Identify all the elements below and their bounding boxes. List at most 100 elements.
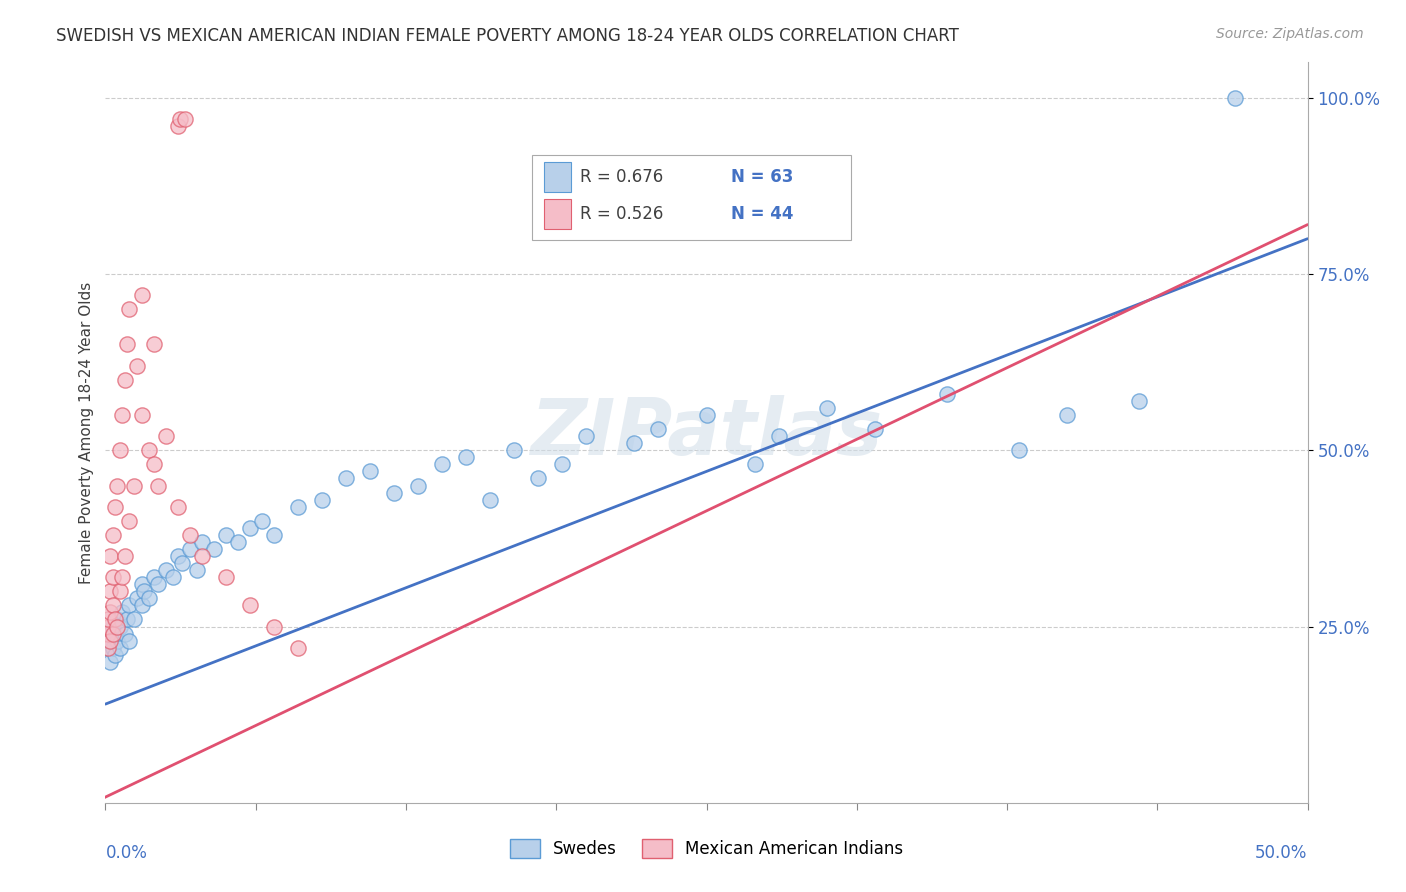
Point: [131, 408, 153, 422]
Point: [132, 584, 155, 599]
Point: [118, 633, 141, 648]
Point: [115, 337, 138, 351]
Point: [104, 626, 127, 640]
Point: [166, 119, 188, 133]
Text: ZIPatlas: ZIPatlas: [530, 394, 883, 471]
Bar: [544, 200, 571, 229]
Point: [148, 478, 170, 492]
Point: [768, 429, 790, 443]
Point: [1056, 408, 1078, 422]
Point: [101, 626, 124, 640]
Point: [166, 500, 188, 514]
Point: [111, 408, 134, 422]
Point: [97, 612, 120, 626]
Point: [456, 450, 478, 465]
Point: [107, 478, 129, 492]
Point: [107, 619, 129, 633]
Point: [98, 633, 121, 648]
Text: SWEDISH VS MEXICAN AMERICAN INDIAN FEMALE POVERTY AMONG 18-24 YEAR OLDS CORRELAT: SWEDISH VS MEXICAN AMERICAN INDIAN FEMAL…: [56, 27, 959, 45]
Point: [173, 112, 195, 126]
Point: [239, 599, 262, 613]
Text: N = 63: N = 63: [731, 169, 793, 186]
Point: [815, 401, 838, 415]
Point: [131, 288, 153, 302]
Point: [430, 458, 453, 472]
Point: [263, 619, 285, 633]
Point: [202, 541, 225, 556]
Point: [190, 549, 212, 563]
Point: [107, 612, 129, 626]
Point: [863, 422, 886, 436]
Point: [101, 599, 124, 613]
Point: [124, 478, 146, 492]
Point: [98, 606, 121, 620]
Point: [335, 471, 357, 485]
Point: [118, 514, 141, 528]
Point: [214, 570, 236, 584]
Point: [172, 556, 194, 570]
Point: [101, 619, 124, 633]
Point: [142, 570, 165, 584]
Point: [186, 563, 208, 577]
Point: [114, 626, 136, 640]
Point: [744, 458, 766, 472]
Point: [98, 584, 121, 599]
Point: [138, 591, 160, 606]
Point: [359, 464, 381, 478]
Y-axis label: Female Poverty Among 18-24 Year Olds: Female Poverty Among 18-24 Year Olds: [79, 282, 94, 583]
Point: [1008, 443, 1031, 458]
Point: [527, 471, 550, 485]
Point: [239, 521, 262, 535]
Point: [179, 528, 201, 542]
Point: [155, 429, 177, 443]
Point: [111, 606, 134, 620]
Point: [696, 408, 718, 422]
Point: [503, 443, 526, 458]
Text: Source: ZipAtlas.com: Source: ZipAtlas.com: [1216, 27, 1364, 41]
Point: [287, 640, 309, 655]
Point: [166, 549, 188, 563]
Point: [108, 640, 131, 655]
Point: [97, 640, 120, 655]
Point: [115, 612, 138, 626]
Point: [98, 549, 121, 563]
Point: [142, 458, 165, 472]
Point: [114, 373, 136, 387]
Point: [263, 528, 285, 542]
Point: [214, 528, 236, 542]
Point: [98, 655, 121, 669]
Point: [250, 514, 273, 528]
Point: [647, 422, 669, 436]
Point: [148, 577, 170, 591]
Point: [118, 599, 141, 613]
Point: [98, 633, 121, 648]
Point: [131, 599, 153, 613]
Point: [1128, 393, 1150, 408]
Point: [101, 528, 124, 542]
Point: [287, 500, 309, 514]
FancyBboxPatch shape: [533, 155, 851, 240]
Point: [108, 584, 131, 599]
Point: [108, 443, 131, 458]
Text: 0.0%: 0.0%: [105, 844, 148, 862]
Point: [142, 337, 165, 351]
Point: [179, 541, 201, 556]
Point: [936, 387, 959, 401]
Point: [575, 429, 598, 443]
Point: [125, 591, 148, 606]
Point: [406, 478, 429, 492]
Point: [1225, 91, 1247, 105]
Point: [551, 458, 574, 472]
Point: [479, 492, 502, 507]
Point: [104, 500, 127, 514]
Point: [125, 359, 148, 373]
Point: [131, 577, 153, 591]
Point: [97, 626, 120, 640]
Point: [97, 640, 120, 655]
Point: [162, 570, 184, 584]
Legend: Swedes, Mexican American Indians: Swedes, Mexican American Indians: [503, 832, 910, 865]
Point: [104, 648, 127, 662]
Point: [107, 633, 129, 648]
Point: [124, 612, 146, 626]
Text: 50.0%: 50.0%: [1256, 844, 1308, 862]
